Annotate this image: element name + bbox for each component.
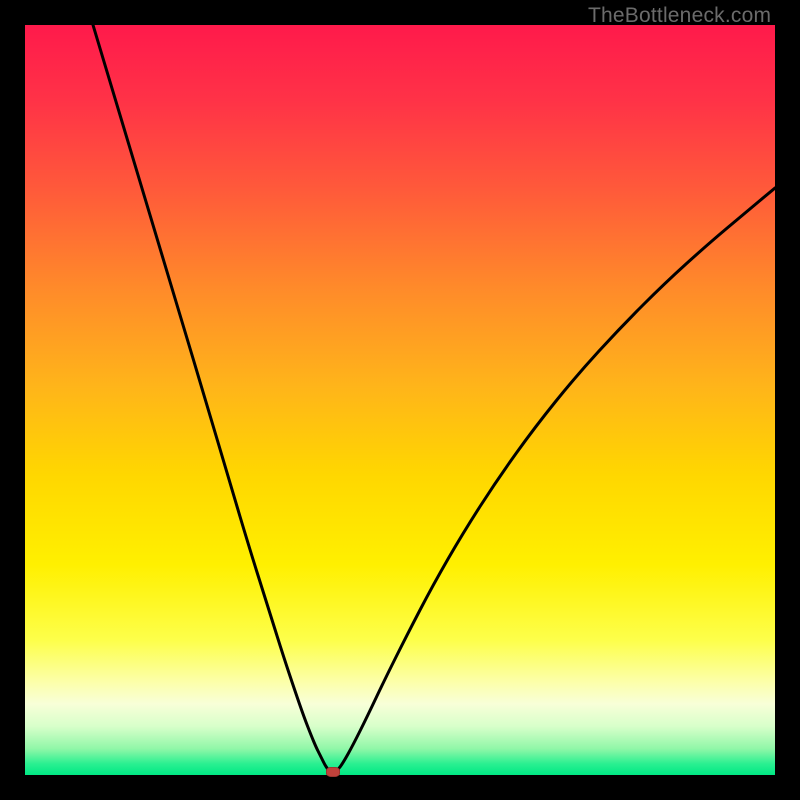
plot-area — [25, 25, 775, 775]
minimum-marker — [326, 767, 340, 777]
chart-frame: TheBottleneck.com — [0, 0, 800, 800]
background-gradient — [25, 25, 775, 775]
watermark-text: TheBottleneck.com — [588, 4, 771, 28]
